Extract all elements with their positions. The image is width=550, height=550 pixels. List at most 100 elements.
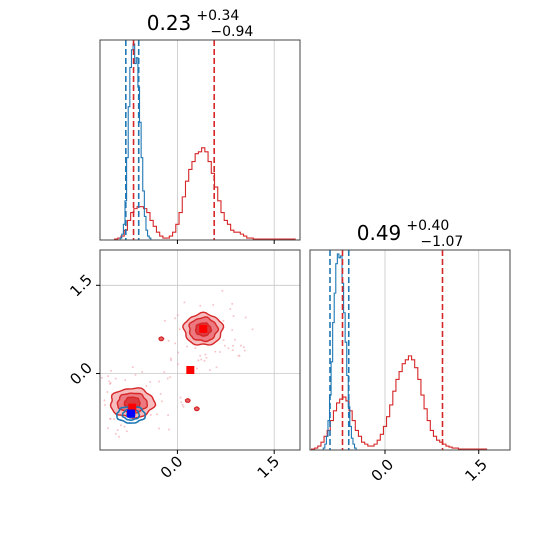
sample-point: [114, 377, 117, 380]
sample-point: [242, 346, 245, 349]
sample-point: [232, 344, 235, 347]
red-contour-island: [193, 406, 200, 412]
sample-point: [124, 379, 127, 382]
panel-1-title-value: 0.23: [147, 11, 192, 35]
sample-point: [141, 371, 144, 374]
panel-1-xticks: [176, 240, 275, 244]
sample-point: [176, 363, 179, 366]
panel-1-title-lower: −0.94: [210, 24, 253, 40]
blue-contour-level-1: [115, 405, 146, 424]
x-tick-label: 1.5: [461, 456, 491, 486]
panel-2-title-upper: +0.40: [406, 218, 449, 234]
sample-point: [176, 314, 179, 317]
sample-point: [222, 339, 225, 342]
sample-point: [251, 328, 254, 331]
sample-point: [109, 381, 112, 384]
sample-point: [170, 359, 173, 362]
sample-point: [109, 418, 112, 421]
sample-point: [231, 349, 234, 352]
sample-point: [215, 366, 218, 369]
sample-point: [204, 353, 207, 356]
sample-point: [203, 359, 206, 362]
sample-point: [106, 427, 109, 430]
sample-point: [178, 328, 181, 331]
sample-point: [180, 401, 183, 404]
sample-point: [103, 404, 106, 407]
sample-point: [174, 317, 177, 320]
panel-2-quantile-lines: [329, 250, 444, 450]
sample-point: [174, 342, 177, 345]
sample-point: [149, 380, 152, 383]
sample-point: [100, 376, 103, 379]
sample-point: [194, 347, 197, 350]
panel-joint-markers: [126, 324, 208, 418]
panel-1-histograms: [113, 43, 296, 241]
sample-point: [114, 432, 117, 435]
red-square-marker: [128, 403, 137, 412]
sample-point: [107, 375, 110, 378]
panel-1-title: 0.23 +0.34 −0.94: [147, 5, 254, 40]
sample-point: [134, 373, 137, 376]
sample-point: [222, 319, 225, 322]
sample-point: [149, 414, 152, 417]
sample-point: [219, 350, 222, 353]
red-histogram-step: [311, 355, 488, 450]
sample-point: [200, 358, 203, 361]
sample-point: [195, 367, 198, 370]
red-contour-island: [184, 398, 191, 404]
sample-point: [199, 304, 202, 307]
x-tick-label: 1.5: [254, 452, 284, 482]
sample-point: [167, 414, 170, 417]
x-tick-label: 0.0: [368, 456, 398, 486]
sample-point: [231, 302, 234, 305]
sample-point: [113, 418, 116, 421]
panel-joint-grid: [100, 250, 300, 450]
sample-point: [229, 307, 232, 310]
blue-square-marker: [126, 409, 135, 418]
sample-point: [179, 396, 182, 399]
panel-joint-yticks: 0.0 1.5: [66, 271, 100, 389]
panel-2-background: [310, 250, 510, 450]
sample-point: [239, 344, 242, 347]
panel-marginal-2: 0.0 1.5 0.49 +0.40 −1.07: [309, 215, 511, 485]
panel-joint-scatter: [100, 289, 254, 438]
sample-point: [181, 403, 184, 406]
red-histogram-step: [113, 147, 296, 240]
sample-point: [214, 350, 217, 353]
sample-point: [208, 369, 211, 372]
sample-point: [237, 354, 240, 357]
sample-point: [212, 303, 215, 306]
sample-point: [118, 435, 121, 438]
panel-2-histograms: [311, 253, 488, 451]
panel-2-xticks: 0.0 1.5: [368, 450, 491, 485]
sample-point: [177, 351, 180, 354]
panel-joint-xticks: 0.0 1.5: [157, 450, 283, 482]
sample-point: [116, 429, 119, 432]
sample-point: [108, 380, 111, 383]
panel-joint-frame: [99, 249, 301, 451]
sample-point: [244, 316, 247, 319]
sample-point: [167, 339, 170, 342]
sample-point: [166, 377, 169, 380]
sample-point: [157, 427, 160, 430]
sample-point: [163, 371, 166, 374]
panel-joint: 0.0 1.5 0.0 1.5: [66, 249, 301, 482]
sample-point: [145, 385, 148, 388]
sample-point: [186, 345, 189, 348]
red-square-marker: [199, 324, 208, 333]
sample-point: [110, 369, 113, 372]
panel-2-title-value: 0.49: [357, 221, 402, 245]
sample-point: [227, 347, 230, 350]
sample-point: [221, 289, 224, 292]
panel-2-title-lower: −1.07: [420, 234, 463, 250]
y-tick-label: 1.5: [66, 271, 96, 301]
sample-point: [197, 359, 200, 362]
sample-point: [163, 319, 166, 322]
panel-2-frame: [309, 249, 511, 451]
panel-2-title: 0.49 +0.40 −1.07: [357, 215, 464, 250]
sample-point: [160, 400, 163, 403]
blue-histogram-step: [321, 253, 358, 451]
sample-point: [223, 344, 226, 347]
sample-point: [123, 425, 126, 428]
